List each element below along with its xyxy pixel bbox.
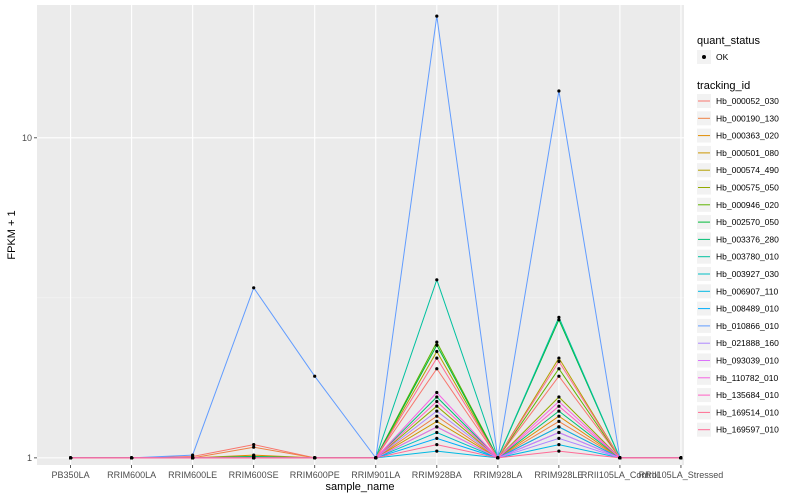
legend-title-quant-status: quant_status [697,35,760,47]
legend-label-Hb_002570_050: Hb_002570_050 [716,217,779,227]
x-tick-label: RRII105LA_Control [581,470,659,480]
data-point-Hb_169597_010-RRIM600LE [191,456,195,460]
legend-label-Hb_008489_010: Hb_008489_010 [716,304,779,314]
legend-label-Hb_000946_020: Hb_000946_020 [716,200,779,210]
x-tick-label: RRIM928LA [473,470,522,480]
data-point-Hb_000946_020-RRIM928BA [435,340,439,344]
data-point-Hb_010866_010-RRIM600PE [313,374,317,378]
data-point-Hb_000190_130-RRIM928LE [557,419,561,423]
data-point-Hb_010866_010-RRIM928LE [557,89,561,93]
data-point-Hb_169597_010-RRIM901LA [374,456,378,460]
x-axis: PB350LA RRIM600LA RRIM600LE RRIM600SE RRIM60… [52,465,724,480]
data-point-Hb_169597_010-RRIM928BA [435,443,439,447]
legend-label-Hb_093039_010: Hb_093039_010 [716,356,779,366]
data-point-Hb_003376_280-RRIM928BA [435,395,439,399]
legend-title-tracking-id: tracking_id [697,80,750,92]
data-point-Hb_000052_030-RRIM600SE [252,443,256,447]
legend-label-Hb_000052_030: Hb_000052_030 [716,96,779,106]
legend-label-Hb_000575_050: Hb_000575_050 [716,183,779,193]
legend-label-Hb_003780_010: Hb_003780_010 [716,252,779,262]
y-tick-label: 1 [27,453,32,463]
legend-label-Hb_021888_160: Hb_021888_160 [716,338,779,348]
data-point-Hb_135684_010-RRIM928BA [435,399,439,404]
data-point-Hb_169514_010-RRIM928LE [557,359,561,364]
legend-label-ok: OK [716,52,729,62]
data-point-Hb_000575_050-RRIM928LE [557,395,561,399]
legend-label-Hb_000501_080: Hb_000501_080 [716,148,779,158]
data-point-Hb_021888_160-RRIM928LE [557,436,561,440]
data-point-Hb_169597_010-RRIM928LE [557,449,561,453]
data-point-Hb_000574_490-RRIM928BA [435,349,439,354]
panel-background [37,5,684,465]
data-point-Hb_021888_160-RRIM928BA [435,409,439,413]
data-point-Hb_093039_010-RRIM928BA [435,425,439,429]
data-point-Hb_010866_010-RRIM928BA [435,14,439,18]
gridlines [37,5,684,465]
data-point-Hb_000574_490-RRIM928LE [557,356,561,360]
x-tick-label: RRII105LA_Stressed [639,470,724,480]
y-axis: 1 10 [22,133,37,463]
data-point-Hb_006907_110-RRIM928BA [435,449,439,453]
data-point-Hb_000052_030-RRIM928LE [557,374,561,378]
data-point-Hb_000190_130-RRIM600SE [252,445,256,449]
legend-label-Hb_000190_130: Hb_000190_130 [716,113,779,123]
x-axis-title: sample_name [325,481,394,493]
data-point-Hb_110782_010-RRIM928BA [435,390,439,395]
data-point-Hb_000501_080-RRIM928BA [435,419,439,423]
data-point-Hb_006907_110-RRIM928LE [557,443,561,447]
legend-label-Hb_110782_010: Hb_110782_010 [716,373,779,383]
data-point-Hb_010866_010-RRIM600LE [191,453,195,457]
legend-label-Hb_003927_030: Hb_003927_030 [716,269,779,279]
legend-label-Hb_169597_010: Hb_169597_010 [716,425,779,435]
data-point-Hb_169597_010-RRII105LA_Control [618,456,622,460]
data-point-Hb_169597_010-RRIM928LA [496,456,500,460]
data-point-Hb_169597_010-RRIM600LA [130,456,134,460]
data-point-Hb_003780_010-RRIM928BA [435,278,439,282]
x-tick-label: RRIM928LE [534,470,583,480]
data-point-Hb_000575_050-RRIM928BA [435,404,439,408]
legend-label-Hb_169514_010: Hb_169514_010 [716,407,779,417]
data-point-Hb_110782_010-RRIM928LE [557,399,561,404]
data-point-Hb_000190_130-RRIM928BA [435,414,439,418]
data-point-Hb_000946_020-RRIM928LE [557,367,561,371]
data-point-Hb_169514_010-RRIM928BA [435,356,439,360]
data-point-Hb_169597_010-RRII105LA_Stressed [679,456,683,460]
data-point-Hb_169597_010-RRIM600SE [252,456,256,460]
x-tick-label: RRIM901LA [351,470,400,480]
data-point-Hb_003927_030-RRIM928BA [435,430,439,435]
data-point-Hb_002570_050-RRIM928BA [435,343,439,347]
data-point-Hb_002570_050-RRIM928LE [557,318,561,322]
x-tick-label: RRIM600LE [168,470,217,480]
data-point-Hb_093039_010-RRIM928LE [557,430,561,435]
legend-label-Hb_135684_010: Hb_135684_010 [716,390,779,400]
legend-label-Hb_006907_110: Hb_006907_110 [716,286,779,296]
y-tick-label: 10 [22,133,32,143]
legend-label-Hb_010866_010: Hb_010866_010 [716,321,779,331]
x-tick-label: RRIM600SE [229,470,279,480]
data-point-Hb_169597_010-PB350LA [69,456,73,460]
legend: quant_status OK tracking_id Hb_000052_03… [697,35,779,437]
data-point-Hb_135684_010-RRIM928LE [557,404,561,408]
data-point-Hb_000052_030-RRIM928BA [435,367,439,371]
data-point-Hb_010866_010-RRIM600SE [252,286,256,290]
data-point-Hb_008489_010-RRIM928BA [435,436,439,440]
legend-series-entries: Hb_000052_030 Hb_000190_130 Hb_000363_020 H… [697,94,779,437]
legend-ok-point [702,55,706,59]
data-point-Hb_003780_010-RRIM928LE [557,315,561,319]
legend-label-Hb_003376_280: Hb_003376_280 [716,234,779,244]
x-tick-label: RRIM600LA [107,470,156,480]
data-point-Hb_169597_010-RRIM600PE [313,456,317,460]
x-tick-label: PB350LA [52,470,90,480]
x-tick-label: RRIM928BA [412,470,462,480]
data-point-Hb_000363_020-RRIM928LE [557,414,561,418]
data-points [69,14,683,460]
x-tick-label: RRIM600PE [290,470,340,480]
legend-label-Hb_000363_020: Hb_000363_020 [716,131,779,141]
data-point-Hb_003376_280-RRIM928LE [557,409,561,413]
data-point-Hb_008489_010-RRIM928LE [557,425,561,429]
y-axis-title: FPKM + 1 [6,210,18,259]
legend-label-Hb_000574_490: Hb_000574_490 [716,165,779,175]
